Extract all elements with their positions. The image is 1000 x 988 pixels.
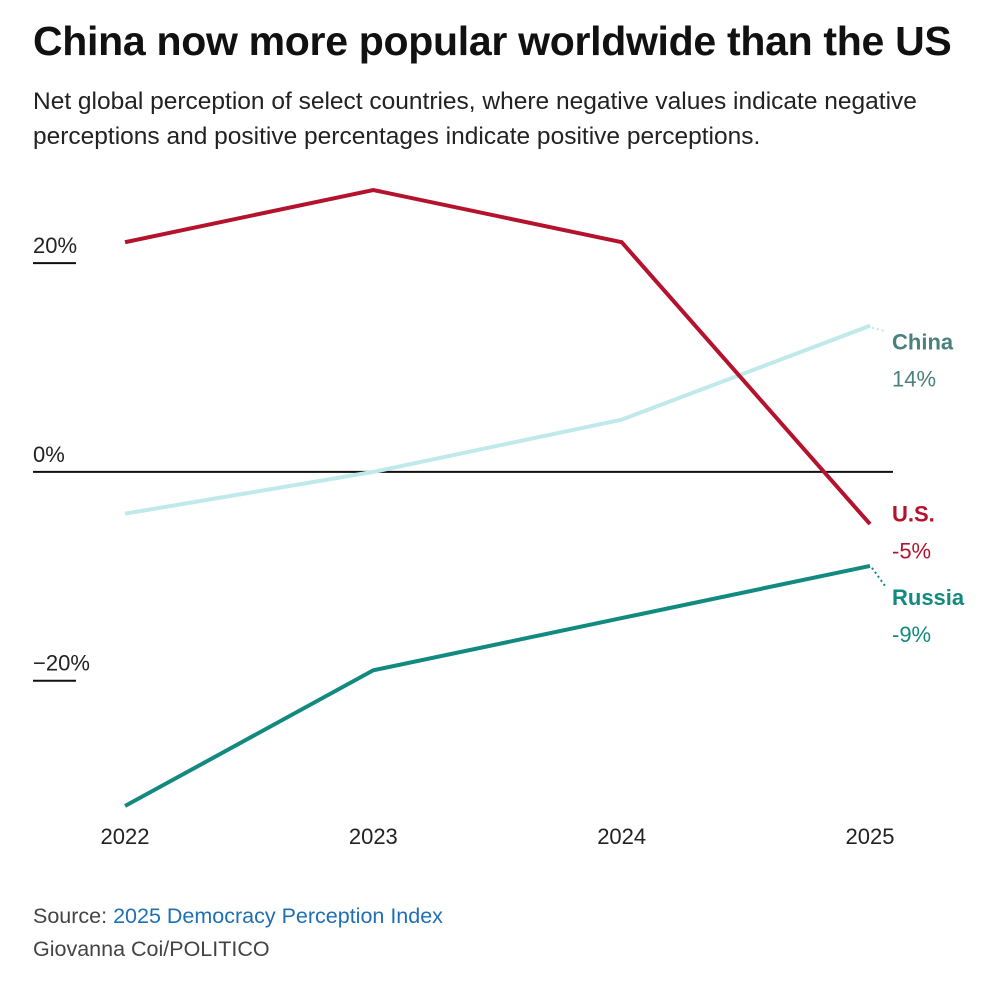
- credit-line: Giovanna Coi/POLITICO: [33, 937, 270, 961]
- chart-subtitle: Net global perception of select countrie…: [33, 88, 917, 150]
- y-tick-label-0: 20%: [33, 233, 77, 258]
- x-tick-label-2025: 2025: [846, 824, 895, 849]
- series-label-russia: Russia: [892, 585, 965, 610]
- x-tick-label-2023: 2023: [349, 824, 398, 849]
- y-tick-label-2: −20%: [33, 651, 90, 676]
- leader-line-china: [871, 326, 887, 333]
- y-tick-label-1: 0%: [33, 442, 65, 467]
- end-value-us: -5%: [892, 539, 931, 564]
- series-line-us: [124, 187, 872, 526]
- end-value-china: 14%: [892, 366, 936, 391]
- end-value-russia: -9%: [892, 622, 931, 647]
- chart-title: China now more popular worldwide than th…: [33, 18, 952, 64]
- series-label-us: U.S.: [892, 502, 935, 527]
- x-tick-label-2022: 2022: [101, 824, 150, 849]
- source-label: Source:: [33, 904, 114, 928]
- series-line-china: [124, 323, 871, 516]
- x-tick-label-2024: 2024: [597, 824, 646, 849]
- line-chart: 20% 0% −20% 2022 2023 2024 2025 U.S. -5% China 14%…: [33, 187, 965, 849]
- source-link[interactable]: 2025 Democracy Perception Index: [113, 904, 443, 928]
- series-line-russia: [124, 563, 871, 808]
- source-line: Source: 2025 Democracy Perception Index: [33, 904, 443, 929]
- series-label-china: China: [892, 329, 954, 354]
- leader-line-russia: [871, 567, 887, 588]
